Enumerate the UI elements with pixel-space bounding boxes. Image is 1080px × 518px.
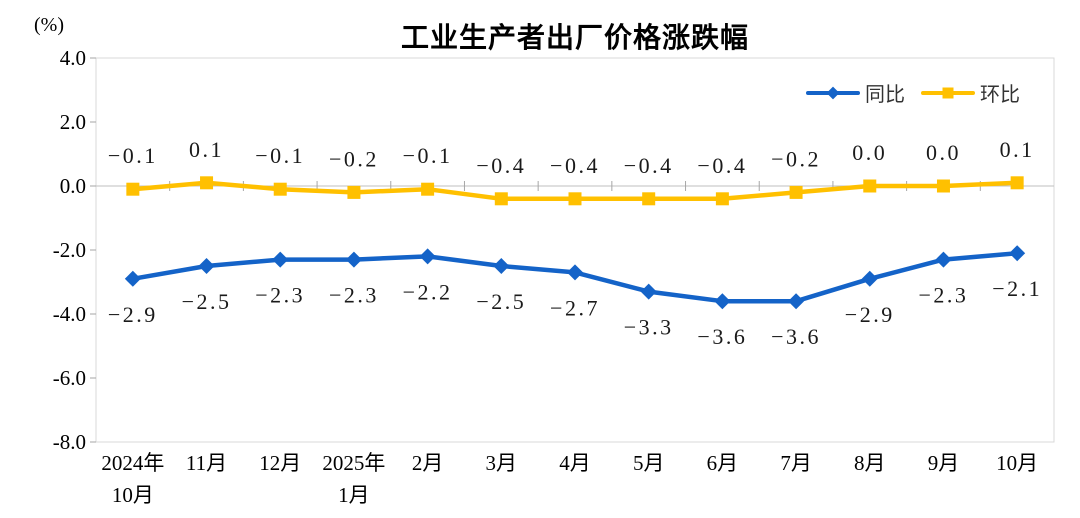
legend-label-yoy: 同比 (865, 84, 905, 106)
x-tick-label: 11月 (186, 451, 227, 475)
diamond-marker-icon (788, 293, 805, 310)
x-tick-label: 7月 (780, 451, 812, 475)
data-label: −2.7 (550, 295, 600, 320)
data-label: −0.1 (403, 143, 453, 168)
diamond-marker-icon (272, 251, 289, 268)
legend-item-yoy: 同比 (806, 78, 905, 107)
y-tick-label: 2.0 (60, 110, 86, 134)
diamond-marker-icon (198, 258, 215, 274)
y-tick-label: -6.0 (53, 366, 86, 390)
x-tick-label: 8月 (854, 451, 886, 475)
x-tick-label: 3月 (486, 451, 518, 475)
y-tick-label: 4.0 (60, 46, 86, 70)
square-marker-icon (347, 185, 361, 199)
data-label: −2.1 (992, 276, 1042, 301)
square-marker-icon (1010, 176, 1024, 190)
x-tick-label: 6月 (707, 451, 739, 475)
data-label: 0.0 (926, 140, 961, 165)
diamond-marker-icon (826, 86, 840, 99)
data-label: −0.4 (697, 153, 747, 178)
square-marker-icon (715, 192, 729, 206)
y-axis-unit-label: (%) (34, 14, 64, 36)
square-marker-icon (936, 179, 950, 193)
data-label: 0.1 (189, 137, 224, 162)
legend-item-mom: 环比 (921, 78, 1020, 107)
x-tick-label: 10月 (996, 451, 1038, 475)
square-marker-icon (568, 192, 582, 206)
data-label: −2.3 (329, 283, 379, 308)
y-tick-label: 0.0 (60, 174, 86, 198)
y-tick-label: -2.0 (53, 238, 86, 262)
data-label: −3.6 (771, 324, 821, 349)
data-label: 0.1 (1000, 137, 1035, 162)
data-label: 0.0 (852, 140, 887, 165)
square-marker-icon (494, 192, 508, 206)
diamond-marker-icon (935, 251, 952, 268)
yoy-series-line-icon (806, 86, 860, 99)
chart-title: 工业生产者出厂价格涨跌幅 (400, 22, 750, 53)
legend: 同比 环比 (806, 78, 1020, 107)
square-marker-icon (126, 182, 140, 196)
square-marker-icon (789, 185, 803, 199)
data-label: −2.5 (476, 289, 526, 314)
diamond-marker-icon (861, 270, 878, 287)
data-label: −3.3 (624, 315, 674, 340)
data-label: −2.3 (919, 283, 969, 308)
mom-series-line-icon (921, 87, 975, 98)
plot-border (95, 57, 1055, 443)
square-marker-icon (863, 179, 877, 193)
square-marker-icon (273, 182, 287, 196)
data-label: −2.3 (255, 283, 305, 308)
diamond-marker-icon (640, 283, 657, 300)
diamond-marker-icon (493, 258, 510, 274)
data-label: −2.9 (108, 302, 158, 327)
x-tick-label: 10月 (112, 483, 154, 507)
y-tick-label: -8.0 (53, 430, 86, 454)
square-marker-icon (421, 182, 435, 196)
diamond-marker-icon (345, 251, 362, 268)
data-label: −2.5 (182, 289, 232, 314)
x-tick-label: 12月 (259, 451, 301, 475)
x-tick-label: 2月 (412, 451, 444, 475)
x-tick-label: 9月 (928, 451, 960, 475)
square-marker-icon (642, 192, 656, 206)
data-label: −0.2 (329, 146, 379, 171)
x-tick-label: 2024年 (101, 451, 164, 475)
data-label: −0.2 (771, 146, 821, 171)
x-tick-label: 5月 (633, 451, 665, 475)
diamond-marker-icon (714, 293, 731, 310)
data-label: −0.1 (108, 143, 158, 168)
data-label: −0.4 (476, 153, 526, 178)
x-tick-label: 4月 (559, 451, 591, 475)
x-tick-label: 2025年 (322, 451, 385, 475)
data-label: −0.1 (255, 143, 305, 168)
diamond-marker-icon (567, 264, 583, 281)
data-label: −3.6 (697, 324, 747, 349)
diamond-marker-icon (124, 270, 141, 287)
data-label: −0.4 (550, 153, 600, 178)
legend-label-mom: 环比 (980, 84, 1020, 106)
square-marker-icon (200, 176, 214, 190)
diamond-marker-icon (1009, 245, 1026, 262)
diamond-marker-icon (419, 248, 436, 265)
data-label: −2.2 (403, 279, 453, 304)
data-label: −2.9 (845, 302, 895, 327)
y-tick-label: -4.0 (53, 302, 86, 326)
square-marker-icon (942, 87, 954, 98)
x-tick-label: 1月 (338, 483, 370, 507)
data-label: −0.4 (624, 153, 674, 178)
